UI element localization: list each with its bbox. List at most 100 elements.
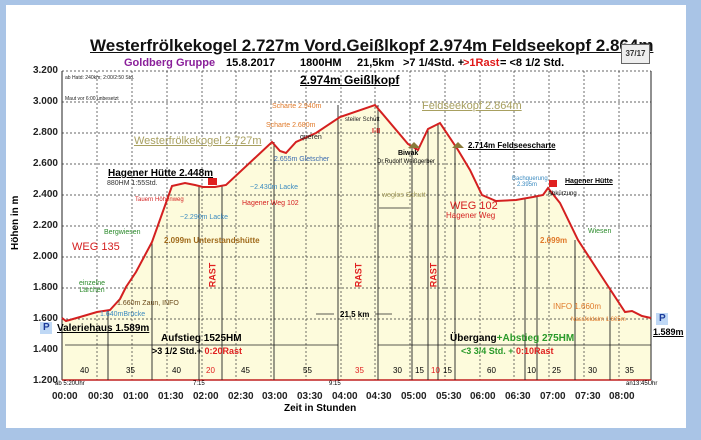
ytick: 2.400 — [32, 189, 58, 200]
xtick: 02:00 — [193, 391, 219, 402]
annotation: 2.714m Feldseescharte — [468, 141, 556, 150]
annotation: queren — [300, 134, 322, 141]
segment-minutes: 35 — [625, 366, 634, 375]
annotation: an13:45Uhr — [626, 381, 658, 387]
annotation: Übergang+Abstieg 275HM — [450, 333, 575, 344]
annotation: Westerfrölkekogel 2.727m — [134, 135, 262, 147]
xtick: 03:30 — [297, 391, 323, 402]
annotation: Feldseekopf 2.864m — [422, 100, 522, 112]
date-label: 15.8.2017 — [226, 57, 275, 69]
distance-label: 21,5km — [357, 57, 395, 69]
x-axis-label: Zeit in Stunden — [284, 403, 357, 414]
annotation: Hagener Weg — [446, 211, 496, 220]
annotation: ~2.290m Lacke — [180, 214, 229, 221]
annotation: Nassfeldalm 1.605m — [571, 317, 626, 323]
ytick: 1.600 — [32, 313, 58, 324]
segment-minutes: 15 — [415, 366, 424, 375]
annotation: 7:15 — [193, 381, 205, 387]
segment-minutes: 20 — [206, 366, 215, 375]
parking-icon: P — [659, 313, 666, 324]
segment-minutes: 60 — [487, 366, 496, 375]
segment-minutes: 45 — [241, 366, 250, 375]
annotation: 1800HM>3 1/2 Std.+ 0:20Rast — [152, 346, 243, 356]
annotation: 1.589m — [653, 327, 684, 337]
annotation: Aufstieg 1525HM — [161, 333, 242, 344]
total-label: = <8 1/2 Std. — [500, 57, 565, 69]
page-badge: 37/17 — [621, 44, 650, 64]
annotation: 1.660m Zaun, INFO — [117, 300, 179, 307]
ytick: 2.600 — [32, 158, 58, 169]
annotation: Wiesen — [588, 228, 612, 235]
annotation: 880HM 1:55Std. — [107, 180, 158, 187]
annotation: Bergwiesen — [104, 229, 141, 236]
segment-minutes: 40 — [172, 366, 181, 375]
segment-minutes: 10 — [527, 366, 536, 375]
xtick: 00:00 — [52, 391, 78, 402]
annotation: 1.640mBrücke — [100, 311, 146, 318]
xtick: 01:30 — [158, 391, 184, 402]
rast-label: RAST — [428, 262, 439, 288]
annotation: weglos Schutt — [382, 192, 426, 199]
annotation: Hagener Weg 102 — [242, 200, 299, 207]
rast-label: RAST — [207, 262, 218, 288]
xtick: 06:30 — [505, 391, 531, 402]
rast-label: RAST — [353, 262, 364, 288]
xtick: 07:00 — [540, 391, 566, 402]
annotation: 9:15 — [329, 381, 341, 387]
segment-minutes: 55 — [303, 366, 312, 375]
svg-text:Maut vor 6:00 unbesetzt: Maut vor 6:00 unbesetzt — [65, 96, 119, 102]
annotation: Hagener Hütte 2.448m — [108, 168, 214, 179]
segment-minutes: 30 — [588, 366, 597, 375]
segment-minutes: 25 — [552, 366, 561, 375]
annotation: WEG 135 — [72, 241, 120, 253]
annotation: <3 3/4 Std. + 0:10Rast — [461, 346, 554, 356]
annotation: ~2.430m Lacke — [250, 184, 299, 191]
annotation: Biwak — [398, 150, 419, 157]
segment-minutes: 35 — [355, 366, 364, 375]
ytick: 3.000 — [32, 96, 58, 107]
xtick: 02:30 — [228, 391, 254, 402]
annotation: Valeriehaus 1.589m — [57, 323, 150, 334]
ytick: 1.400 — [32, 344, 58, 355]
segment-minutes: 40 — [80, 366, 89, 375]
chart-title: Westerfrölkekogel 2.727m Vord.Geißlkopf … — [90, 36, 654, 55]
ytick: 1.800 — [32, 282, 58, 293]
annotation: 2.655m Gletscher — [274, 156, 330, 163]
xtick: 05:00 — [401, 391, 427, 402]
parking-icon: P — [43, 322, 50, 333]
annotation: 2.099m — [540, 236, 568, 245]
xtick: 08:00 — [609, 391, 635, 402]
annotation: steiler Schutt — [345, 117, 380, 123]
xtick: 00:30 — [88, 391, 114, 402]
xtick: 04:30 — [366, 391, 392, 402]
annotation: einzelne Lärchen — [78, 280, 106, 294]
segment-minutes: 15 — [443, 366, 452, 375]
annotation: ab 5:20Uhr — [55, 381, 85, 387]
ytick: 2.000 — [32, 251, 58, 262]
group-label: Goldberg Gruppe — [124, 57, 216, 69]
annotation: 21,5 km — [340, 310, 370, 319]
annotation: Scharte 2.940m — [272, 103, 322, 110]
xtick: 07:30 — [575, 391, 601, 402]
annotation: Scharte 2.680m — [266, 122, 316, 129]
annotation: WEG 102 — [450, 200, 498, 212]
xtick: 04:00 — [332, 391, 358, 402]
svg-text:ab Hatd: 240km; 2:00/2:50 Std.: ab Hatd: 240km; 2:00/2:50 Std. — [65, 75, 134, 81]
time-label: >7 1/4Std. + — [403, 57, 465, 69]
ytick: 3.200 — [32, 65, 58, 76]
annotation: 2.974m Geißlkopf — [300, 73, 400, 87]
segment-minutes: 30 — [393, 366, 402, 375]
segment-minutes: 10 — [431, 366, 440, 375]
annotation: Tauern Höhenweg — [135, 197, 184, 203]
ytick: 2.800 — [32, 127, 58, 138]
hm-label: 1800HM — [300, 57, 342, 69]
annotation: INFO 1.660m — [553, 302, 602, 311]
rast-label: >1Rast — [463, 57, 500, 69]
ytick: 1.200 — [32, 375, 58, 386]
xtick: 05:30 — [436, 391, 462, 402]
annotation: I-II — [372, 128, 381, 135]
annotation: 2.099m Unterstandshütte — [164, 236, 260, 245]
annotation: Dr.Rudolf Weißgerber — [377, 159, 435, 165]
annotation: Bachquerung 2.395m — [512, 176, 548, 188]
